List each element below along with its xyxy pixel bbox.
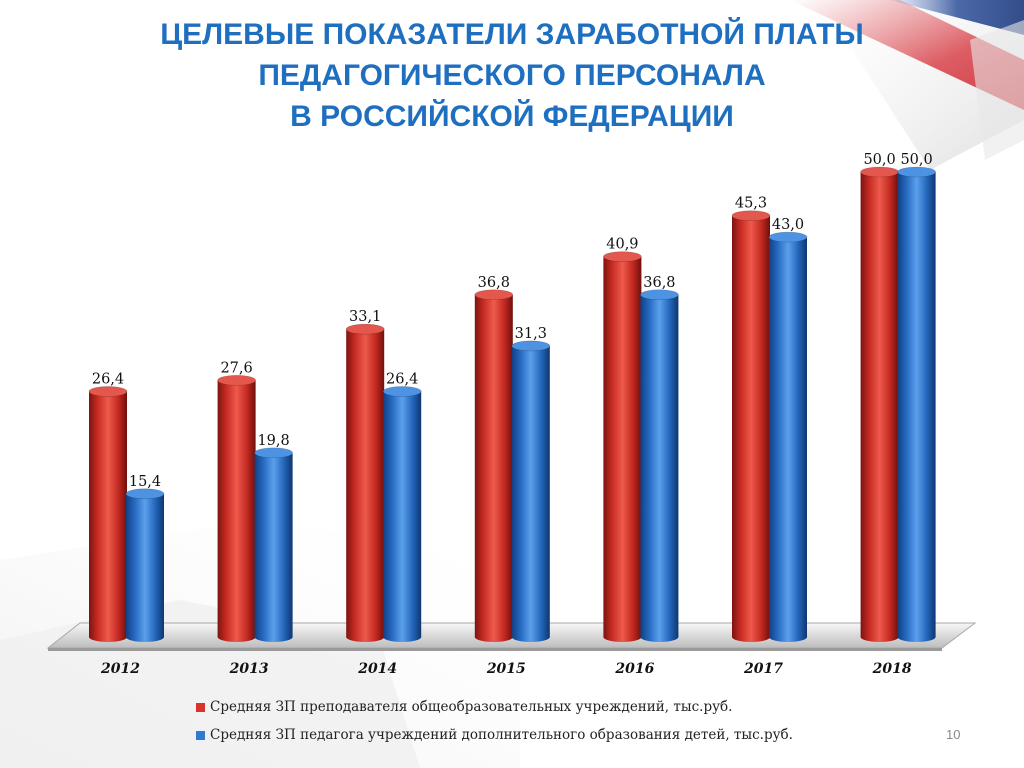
bar-cap [382, 386, 422, 397]
data-label-blue-2012: 15,4 [129, 474, 161, 490]
bar-base [860, 632, 899, 642]
bar-body [511, 345, 550, 637]
bar-base [383, 632, 422, 642]
data-label-red-2014: 33,1 [349, 309, 381, 325]
legend-swatch-blue [196, 730, 205, 740]
legend-label-red: Средняя ЗП преподавателя общеобразовател… [210, 699, 733, 715]
data-label-blue-2013: 19,8 [257, 433, 289, 449]
bar-body [254, 452, 293, 637]
bar-cap [511, 340, 551, 352]
bar-body [860, 172, 899, 637]
x-tick-label-2018: 2018 [872, 661, 912, 677]
bar-body [769, 237, 807, 637]
bar-red-2014 [345, 323, 385, 642]
bar-cap [897, 166, 936, 178]
bar-cap [640, 289, 679, 301]
x-axis-tick-labels: 2012 2013 2014 2015 2016 2017 2018 [100, 661, 912, 677]
data-label-red-2017: 45,3 [735, 196, 767, 212]
data-label-red-2013: 27,6 [220, 360, 252, 376]
bar-blue-2015 [511, 340, 551, 642]
legend-item-red: Средняя ЗП преподавателя общеобразовател… [196, 693, 793, 721]
x-tick-label-2012: 2012 [100, 661, 140, 677]
bar-red-2016 [603, 251, 642, 642]
title-line-3: В РОССИЙСКОЙ ФЕДЕРАЦИИ [290, 100, 734, 133]
legend-label-blue: Средняя ЗП педагога учреждений дополните… [210, 727, 793, 743]
bar-blue-2014 [382, 386, 422, 642]
bar-base [217, 632, 256, 642]
bar-cap [603, 251, 642, 262]
bar-cap [217, 375, 256, 386]
bar-body [89, 391, 127, 637]
data-label-blue-2015: 31,3 [515, 326, 547, 342]
bar-base [254, 632, 293, 642]
bar-body [897, 172, 936, 637]
bar-body [383, 391, 422, 637]
bar-cap [345, 323, 385, 335]
bar-base [346, 632, 385, 642]
bar-red-2012 [88, 386, 128, 642]
page-number: 10 [946, 727, 961, 742]
data-label-red-2012: 26,4 [92, 371, 124, 387]
bar-base [126, 632, 164, 642]
bar-cap [474, 289, 514, 301]
bar-base [603, 632, 642, 642]
bar-red-2018 [860, 166, 899, 642]
data-label-red-2015: 36,8 [478, 275, 510, 291]
bar-base [511, 632, 550, 642]
bar-blue-2013 [254, 447, 293, 642]
title-line-1: ЦЕЛЕВЫЕ ПОКАЗАТЕЛИ ЗАРАБОТНОЙ ПЛАТЫ [160, 18, 864, 51]
x-tick-label-2017: 2017 [743, 661, 783, 677]
x-tick-label-2013: 2013 [229, 661, 269, 677]
bar-base [897, 632, 936, 642]
bar-red-2017 [731, 210, 771, 642]
floor-edge [48, 648, 942, 651]
bar-red-2013 [217, 375, 256, 642]
bar-base [474, 632, 513, 642]
data-label-red-2016: 40,9 [606, 237, 638, 253]
data-label-blue-2018: 50,0 [900, 152, 932, 168]
slide-title: ЦЕЛЕВЫЕ ПОКАЗАТЕЛИ ЗАРАБОТНОЙ ПЛАТЫ ПЕДА… [0, 14, 1024, 137]
bar-body [732, 215, 770, 637]
bar-base [89, 632, 127, 642]
x-tick-label-2016: 2016 [614, 661, 654, 677]
bar-base [732, 632, 770, 642]
bar-base [640, 632, 679, 642]
data-labels: 26,4 15,4 27,6 19,8 33,1 26,4 36,8 31,3 40,9 36,8… [92, 152, 933, 490]
data-label-blue-2014: 26,4 [386, 371, 418, 387]
bar-blue-2012 [125, 488, 165, 642]
bar-body [217, 380, 256, 637]
title-line-2: ПЕДАГОГИЧЕСКОГО ПЕРСОНАЛА [258, 59, 766, 92]
bar-body [640, 294, 679, 637]
bar-cap [88, 386, 128, 397]
data-label-blue-2016: 36,8 [643, 275, 675, 291]
x-tick-label-2015: 2015 [486, 661, 526, 677]
bar-body [474, 294, 513, 637]
bar-cap [768, 231, 808, 243]
chart-bars [88, 166, 936, 642]
bar-blue-2016 [640, 289, 679, 642]
bar-body [126, 493, 164, 637]
bar-blue-2017 [768, 231, 808, 642]
legend-swatch-red [196, 702, 205, 712]
bar-cap [254, 447, 293, 459]
bar-base [769, 632, 807, 642]
bar-body [346, 329, 385, 637]
x-tick-label-2014: 2014 [357, 661, 397, 677]
bar-cap [860, 166, 899, 178]
legend-item-blue: Средняя ЗП педагога учреждений дополните… [196, 721, 793, 749]
bar-cap [731, 210, 771, 222]
bar-cap [125, 488, 165, 500]
data-label-blue-2017: 43,0 [772, 217, 804, 233]
legend: Средняя ЗП преподавателя общеобразовател… [196, 693, 793, 749]
data-label-red-2018: 50,0 [863, 152, 895, 168]
bar-red-2015 [474, 289, 514, 642]
bar-blue-2018 [897, 166, 936, 642]
bar-body [603, 256, 642, 637]
